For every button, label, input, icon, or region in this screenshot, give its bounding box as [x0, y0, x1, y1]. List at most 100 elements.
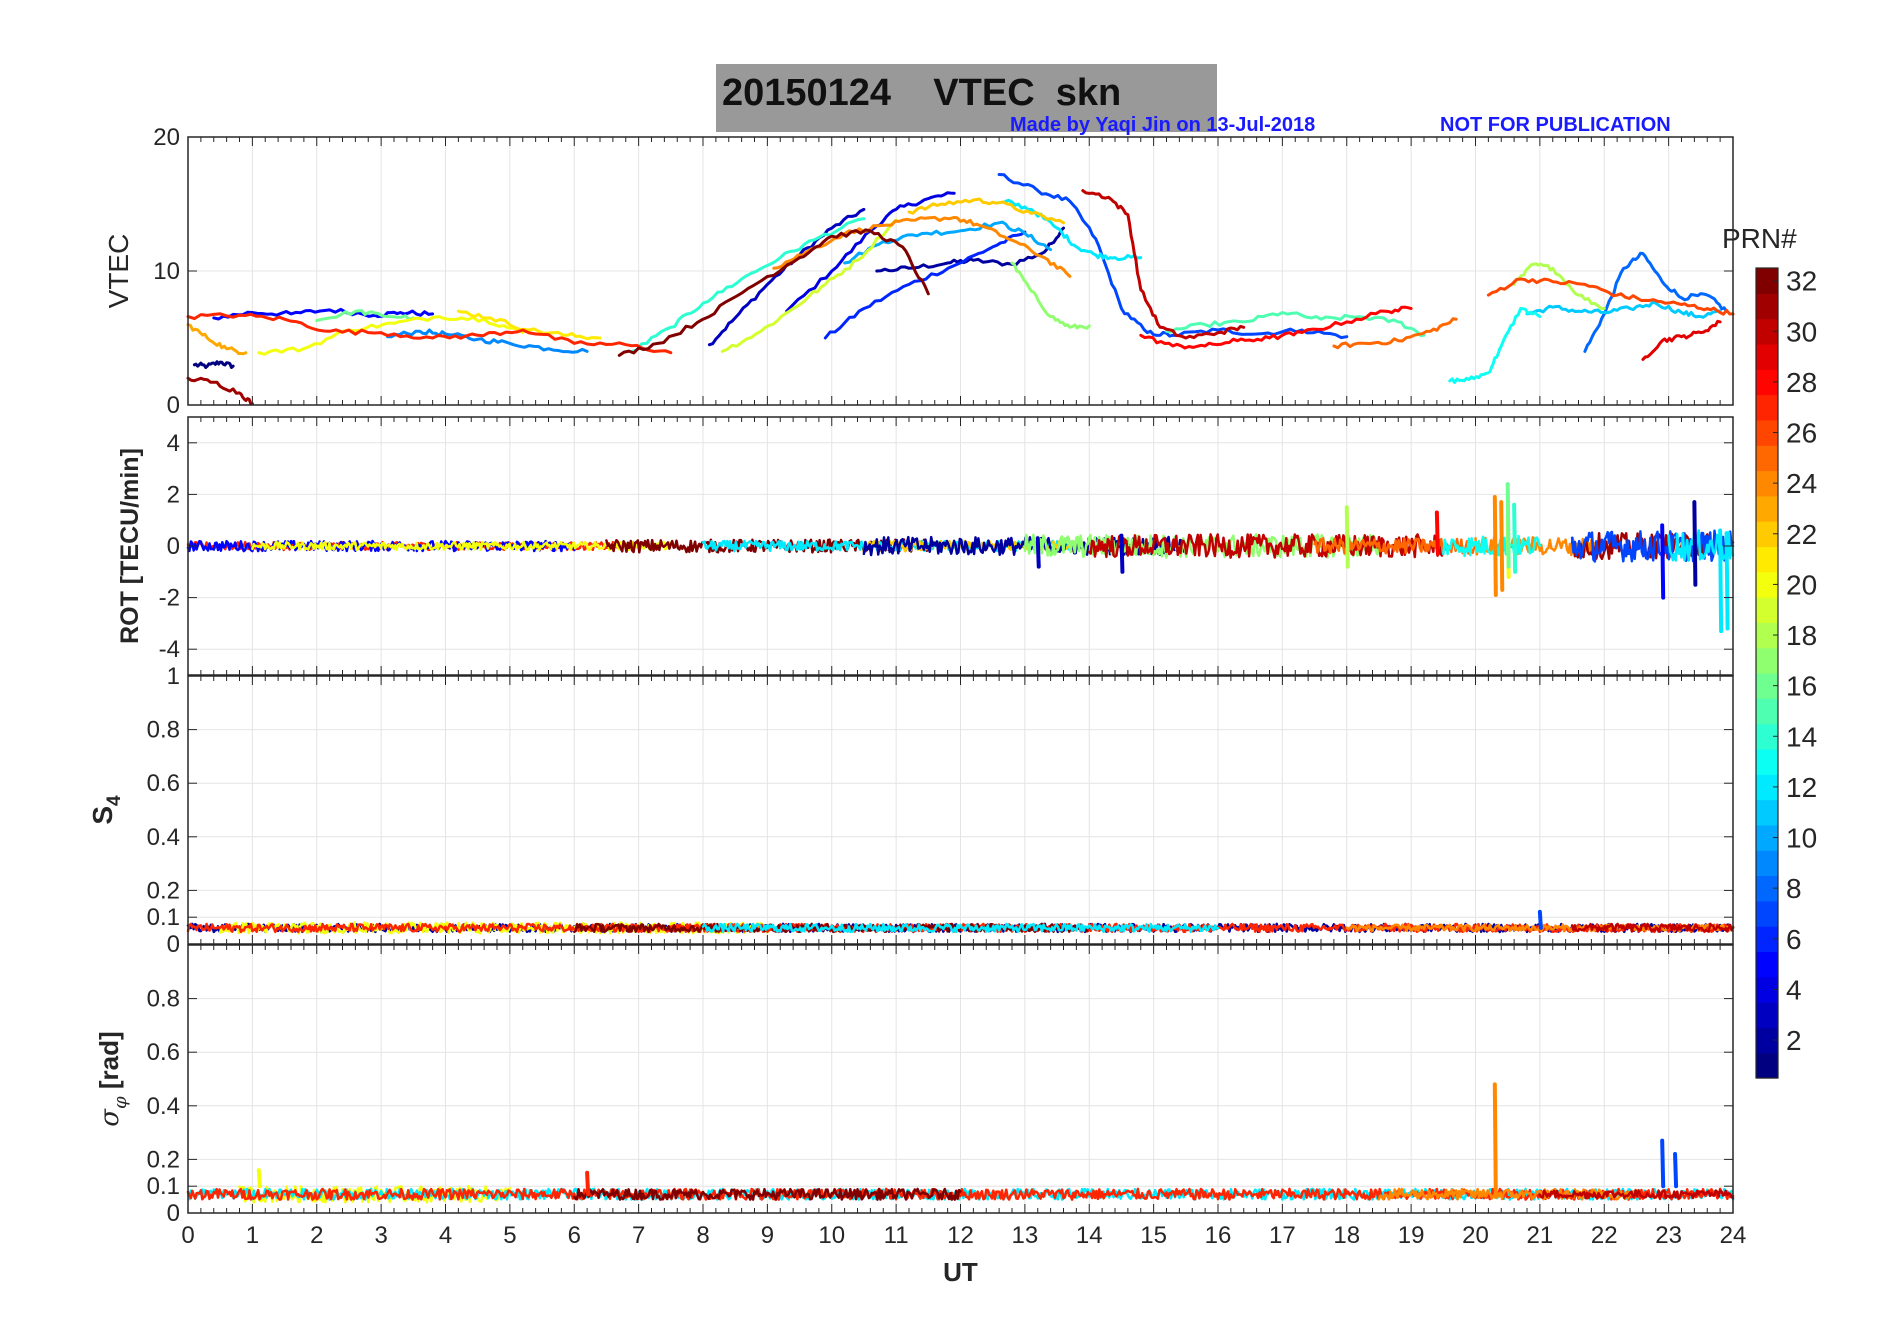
colorbar-swatch — [1756, 318, 1778, 345]
vtec-series-prn-29 — [1641, 319, 1722, 361]
x-tick-label: 5 — [503, 1222, 516, 1249]
x-tick-label: 10 — [818, 1222, 845, 1249]
vtec-series-prn-1 — [192, 360, 235, 369]
x-tick-label: 8 — [696, 1222, 709, 1249]
x-tick-label: 22 — [1591, 1222, 1618, 1249]
colorbar-swatch — [1756, 293, 1778, 320]
y-tick-label: 0.8 — [147, 717, 180, 744]
vtec-series-prn-23 — [186, 323, 248, 356]
noise-series-prn-13 — [1442, 534, 1542, 558]
colorbar-tick-label: 14 — [1786, 721, 1817, 752]
vtec-series-prn-26 — [1486, 277, 1735, 316]
vtec-series-prn-13 — [1448, 307, 1542, 384]
spike-prn-16 — [1505, 482, 1511, 569]
credit-notice: NOT FOR PUBLICATION — [1440, 114, 1671, 136]
colorbar-swatch — [1756, 571, 1778, 598]
y-tick-label: 4 — [167, 430, 180, 457]
x-tick-label: 19 — [1398, 1222, 1425, 1249]
x-tick-label: 13 — [1012, 1222, 1039, 1249]
y-tick-label: 20 — [153, 124, 180, 151]
colorbar-tick-label: 18 — [1786, 620, 1817, 651]
spike-prn-7 — [1660, 1138, 1666, 1189]
vtec-series-prn-17 — [1010, 261, 1091, 330]
colorbar-swatch — [1756, 546, 1778, 573]
colorbar-tick-label: 4 — [1786, 974, 1802, 1005]
spike-prn-2 — [1692, 500, 1698, 587]
x-axis-label: UT — [943, 1257, 978, 1287]
y-tick-label: 0 — [167, 533, 180, 560]
colorbar-swatch — [1756, 647, 1778, 674]
colorbar-swatch — [1756, 824, 1778, 851]
colorbar-label: PRN# — [1722, 223, 1797, 254]
colorbar-swatch — [1756, 419, 1778, 446]
x-ticks — [187, 137, 1734, 405]
colorbar-swatch — [1756, 445, 1778, 472]
x-tick-label: 16 — [1205, 1222, 1232, 1249]
vtec-series-prn-7 — [997, 173, 1349, 340]
y-tick-label: 0.4 — [147, 824, 180, 851]
x-tick-label: 6 — [568, 1222, 581, 1249]
vtec-series-prn-22 — [907, 197, 1065, 225]
vtec-series-prn-14 — [630, 217, 866, 353]
y-tick-label: 10 — [153, 258, 180, 285]
vtec-series-prn-11 — [1525, 300, 1722, 319]
colorbar-swatch — [1756, 850, 1778, 877]
vtec-series-prn-31 — [186, 376, 254, 406]
x-tick-label: 23 — [1655, 1222, 1682, 1249]
vtec-series-prn-4 — [785, 191, 956, 313]
x-tick-label: 11 — [884, 1222, 909, 1249]
figure-title: 20150124 VTEC skn — [722, 72, 1122, 114]
vtec-series-prn-6 — [823, 230, 1027, 340]
x-tick-label: 0 — [181, 1222, 194, 1249]
vtec-series-prn-24 — [772, 215, 1072, 278]
spike-prn-7 — [1537, 909, 1543, 930]
y-tick-label: 1 — [167, 663, 180, 690]
colorbar-tick-label: 6 — [1786, 924, 1802, 955]
x-ticks — [187, 676, 1734, 944]
colorbar-tick-label: 20 — [1786, 569, 1817, 600]
series-group — [186, 1082, 1735, 1204]
x-tick-label: 3 — [374, 1222, 387, 1249]
x-ticks — [187, 417, 1734, 675]
colorbar-tick-label: 24 — [1786, 468, 1817, 499]
colorbar-tick-label: 28 — [1786, 367, 1817, 398]
colorbar-tick-label: 12 — [1786, 772, 1817, 803]
series-group — [186, 482, 1735, 634]
x-tick-label: 14 — [1076, 1222, 1103, 1249]
y-tick-label: 0.6 — [147, 770, 180, 797]
colorbar-tick-label: 2 — [1786, 1025, 1802, 1056]
colorbar-swatch — [1756, 268, 1778, 294]
x-tick-label: 12 — [947, 1222, 974, 1249]
vtec-series-prn-9 — [386, 328, 589, 354]
y-tick-label: 0.2 — [147, 1146, 180, 1173]
spike-prn-12 — [1724, 531, 1730, 631]
y-tick-label: 0 — [167, 1200, 180, 1227]
y-tick-label: 0.1 — [147, 1173, 180, 1200]
panel-3: 00.10.2 0.4 0.6 0.8 1 S4 — [87, 663, 1735, 958]
colorbar-tick-label: 26 — [1786, 418, 1817, 449]
spike-prn-7 — [1673, 1152, 1679, 1189]
vtec-series-prn-8 — [1583, 251, 1729, 353]
spike-prn-20 — [256, 1168, 262, 1189]
vtec-series-prn-5 — [212, 307, 435, 321]
colorbar-swatch — [1756, 521, 1778, 548]
vtec-series-prn-10 — [843, 220, 1053, 265]
vtec-series-prn-2 — [875, 226, 1065, 273]
spike-prn-24 — [1492, 494, 1498, 598]
colorbar-tick-label: 30 — [1786, 316, 1817, 347]
vtec-series-prn-27 — [186, 312, 673, 355]
x-tick-label: 1 — [246, 1222, 259, 1249]
vtec-series-prn-25 — [1332, 317, 1458, 350]
spike-prn-24 — [1499, 500, 1505, 592]
spike-prn-27 — [585, 1170, 591, 1197]
colorbar-swatch — [1756, 1002, 1778, 1028]
vtec-series-prn-16 — [315, 309, 415, 323]
x-tick-label: 2 — [310, 1222, 323, 1249]
title-box — [716, 64, 1217, 132]
panel-2: -4 -2 0 2 4 ROT [TECU/min] — [116, 416, 1735, 676]
y-axis-label: S4 — [87, 795, 125, 825]
series-group — [186, 173, 1735, 406]
colorbar-swatch — [1756, 900, 1778, 927]
colorbar-swatch — [1756, 622, 1778, 649]
